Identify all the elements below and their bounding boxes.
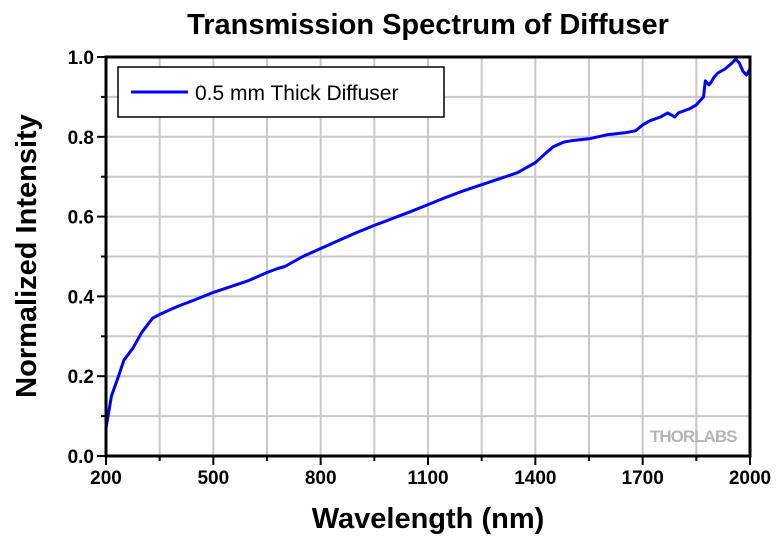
x-tick-label: 1100 (407, 468, 448, 489)
y-tick-label: 0.4 (68, 287, 95, 308)
x-axis-label: Wavelength (nm) (312, 503, 545, 535)
series-line (104, 57, 752, 429)
chart-title: Transmission Spectrum of Diffuser (187, 9, 669, 41)
y-tick-label: 0.2 (68, 367, 94, 388)
legend: 0.5 mm Thick Diffuser (117, 66, 445, 118)
x-tick-label: 2000 (729, 468, 771, 489)
grid (106, 56, 750, 456)
x-tick-label: 1700 (622, 468, 664, 489)
watermark-logo: THORLABS (650, 427, 737, 446)
x-tick-label: 500 (197, 468, 229, 489)
x-tick-label: 800 (305, 468, 337, 489)
y-axis-label: Normalized Intensity (11, 114, 43, 398)
y-tick-label: 1.0 (68, 48, 94, 69)
x-tick-label: 1400 (514, 468, 556, 489)
ticks: 200 500 800 1100 1400 1700 2000 0.0 0.2 0.4 0.6 0.8… (68, 48, 772, 489)
y-tick-label: 0.8 (68, 128, 94, 149)
y-tick-label: 0.0 (68, 447, 94, 468)
legend-label: 0.5 mm Thick Diffuser (195, 82, 398, 105)
y-tick-label: 0.6 (68, 208, 94, 229)
x-tick-label: 200 (90, 468, 122, 489)
